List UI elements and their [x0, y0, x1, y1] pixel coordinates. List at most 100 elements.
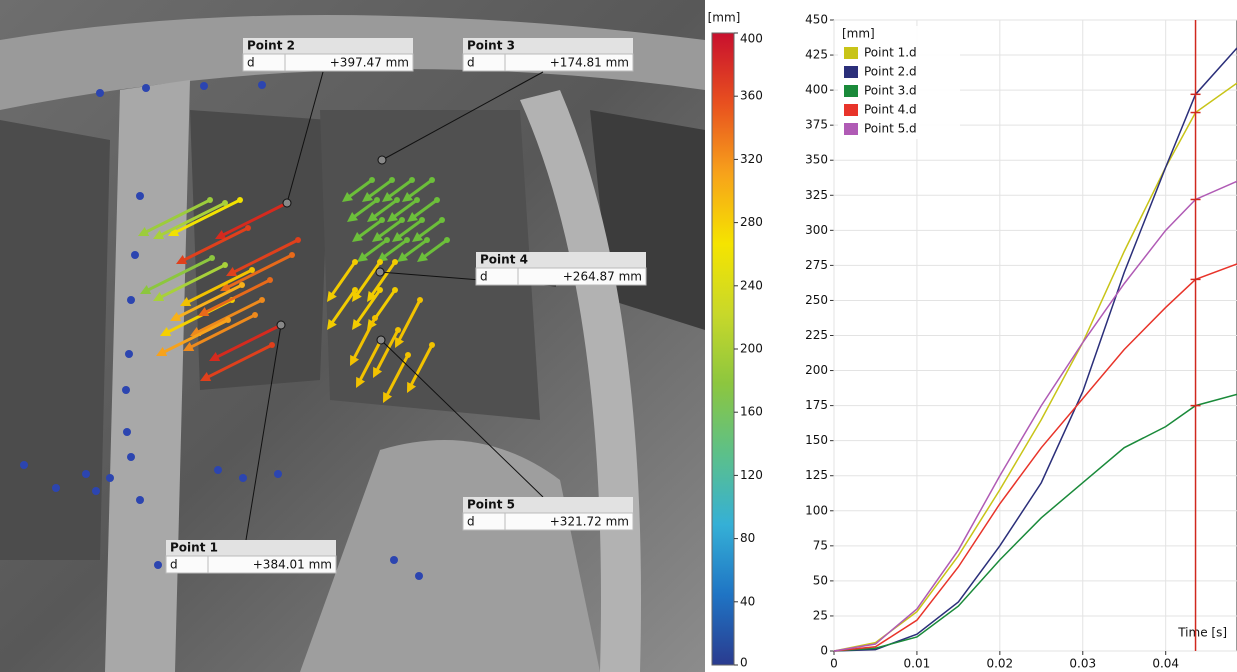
x-tick-label: 0 [830, 657, 838, 671]
marker-dot [274, 470, 282, 478]
colorbar-tick-label: 160 [740, 405, 763, 419]
callout-quantity: d [170, 558, 178, 572]
colorbar-tick-label: 0 [740, 656, 748, 670]
y-tick-label: 400 [805, 83, 828, 97]
colorbar [712, 33, 734, 665]
marker-dot [92, 487, 100, 495]
x-tick-label: 0.04 [1152, 657, 1179, 671]
marker-dot [96, 89, 104, 97]
vector-origin [414, 197, 420, 203]
y-tick-label: 225 [805, 328, 828, 342]
colorbar-tick-label: 80 [740, 531, 755, 545]
point-marker [277, 321, 285, 329]
marker-dot [125, 350, 133, 358]
marker-dot [123, 428, 131, 436]
vector-origin [374, 197, 380, 203]
callout-value: +264.87 mm [563, 270, 642, 284]
legend-label: Point 4.d [864, 103, 917, 117]
legend-label: Point 3.d [864, 84, 917, 98]
callout-title: Point 2 [247, 39, 295, 53]
marker-dot [154, 561, 162, 569]
y-tick-label: 450 [805, 13, 828, 27]
colorbar-tick-label: 240 [740, 278, 763, 292]
legend-swatch [844, 123, 858, 135]
marker-dot [258, 81, 266, 89]
callout-quantity: d [467, 515, 475, 529]
y-axis-label: [mm] [842, 27, 875, 41]
y-tick-label: 50 [813, 573, 828, 587]
marker-dot [200, 82, 208, 90]
x-tick-label: 0.02 [986, 657, 1013, 671]
callout-title: Point 4 [480, 253, 528, 267]
y-tick-label: 425 [805, 48, 828, 62]
colorbar-tick-label: 40 [740, 594, 755, 608]
vector-origin [259, 297, 265, 303]
marker-dot [142, 84, 150, 92]
y-tick-label: 100 [805, 503, 828, 517]
callout-value: +321.72 mm [550, 515, 629, 529]
legend-swatch [844, 47, 858, 59]
colorbar-tick-label: 120 [740, 468, 763, 482]
callout-quantity: d [467, 56, 475, 70]
vector-origin [389, 177, 395, 183]
marker-dot [106, 474, 114, 482]
vector-origin [384, 237, 390, 243]
marker-dot [214, 466, 222, 474]
vector-origin [419, 217, 425, 223]
callout-title: Point 1 [170, 541, 218, 555]
y-tick-label: 75 [813, 538, 828, 552]
point-marker [378, 156, 386, 164]
vector-origin [372, 315, 378, 321]
vector-origin [352, 259, 358, 265]
vector-origin [394, 197, 400, 203]
callout-title: Point 3 [467, 39, 515, 53]
y-tick-label: 0 [820, 644, 828, 658]
marker-dot [127, 296, 135, 304]
marker-dot [122, 386, 130, 394]
colorbar-tick-label: 400 [740, 32, 763, 46]
marker-dot [52, 484, 60, 492]
vector-origin [392, 259, 398, 265]
vector-origin [439, 217, 445, 223]
y-tick-label: 375 [805, 118, 828, 132]
colorbar-tick-label: 320 [740, 152, 763, 166]
marker-dot [20, 461, 28, 469]
legend-swatch [844, 104, 858, 116]
colorbar-tick-label: 200 [740, 342, 763, 356]
marker-dot [239, 474, 247, 482]
vector-origin [295, 237, 301, 243]
vector-origin [405, 352, 411, 358]
vector-origin [267, 277, 273, 283]
marker-dot [390, 556, 398, 564]
vector-origin [417, 297, 423, 303]
callout-title: Point 5 [467, 498, 515, 512]
colorbar-label: [mm] [708, 11, 741, 25]
y-tick-label: 275 [805, 258, 828, 272]
legend-swatch [844, 85, 858, 97]
point-marker [376, 268, 384, 276]
y-tick-label: 150 [805, 433, 828, 447]
vector-origin [424, 237, 430, 243]
y-tick-label: 325 [805, 188, 828, 202]
vector-origin [237, 197, 243, 203]
point-marker [377, 336, 385, 344]
vector-origin [434, 197, 440, 203]
y-tick-label: 350 [805, 153, 828, 167]
y-tick-label: 175 [805, 398, 828, 412]
marker-dot [136, 496, 144, 504]
marker-dot [82, 470, 90, 478]
vector-origin [444, 237, 450, 243]
vector-origin [379, 217, 385, 223]
legend-label: Point 2.d [864, 65, 917, 79]
vector-origin [369, 177, 375, 183]
callout-value: +384.01 mm [253, 558, 332, 572]
vector-origin [399, 217, 405, 223]
legend-label: Point 1.d [864, 46, 917, 60]
vector-origin [289, 252, 295, 258]
vector-origin [222, 262, 228, 268]
vector-origin [377, 259, 383, 265]
y-tick-label: 300 [805, 223, 828, 237]
y-tick-label: 125 [805, 468, 828, 482]
marker-dot [136, 192, 144, 200]
